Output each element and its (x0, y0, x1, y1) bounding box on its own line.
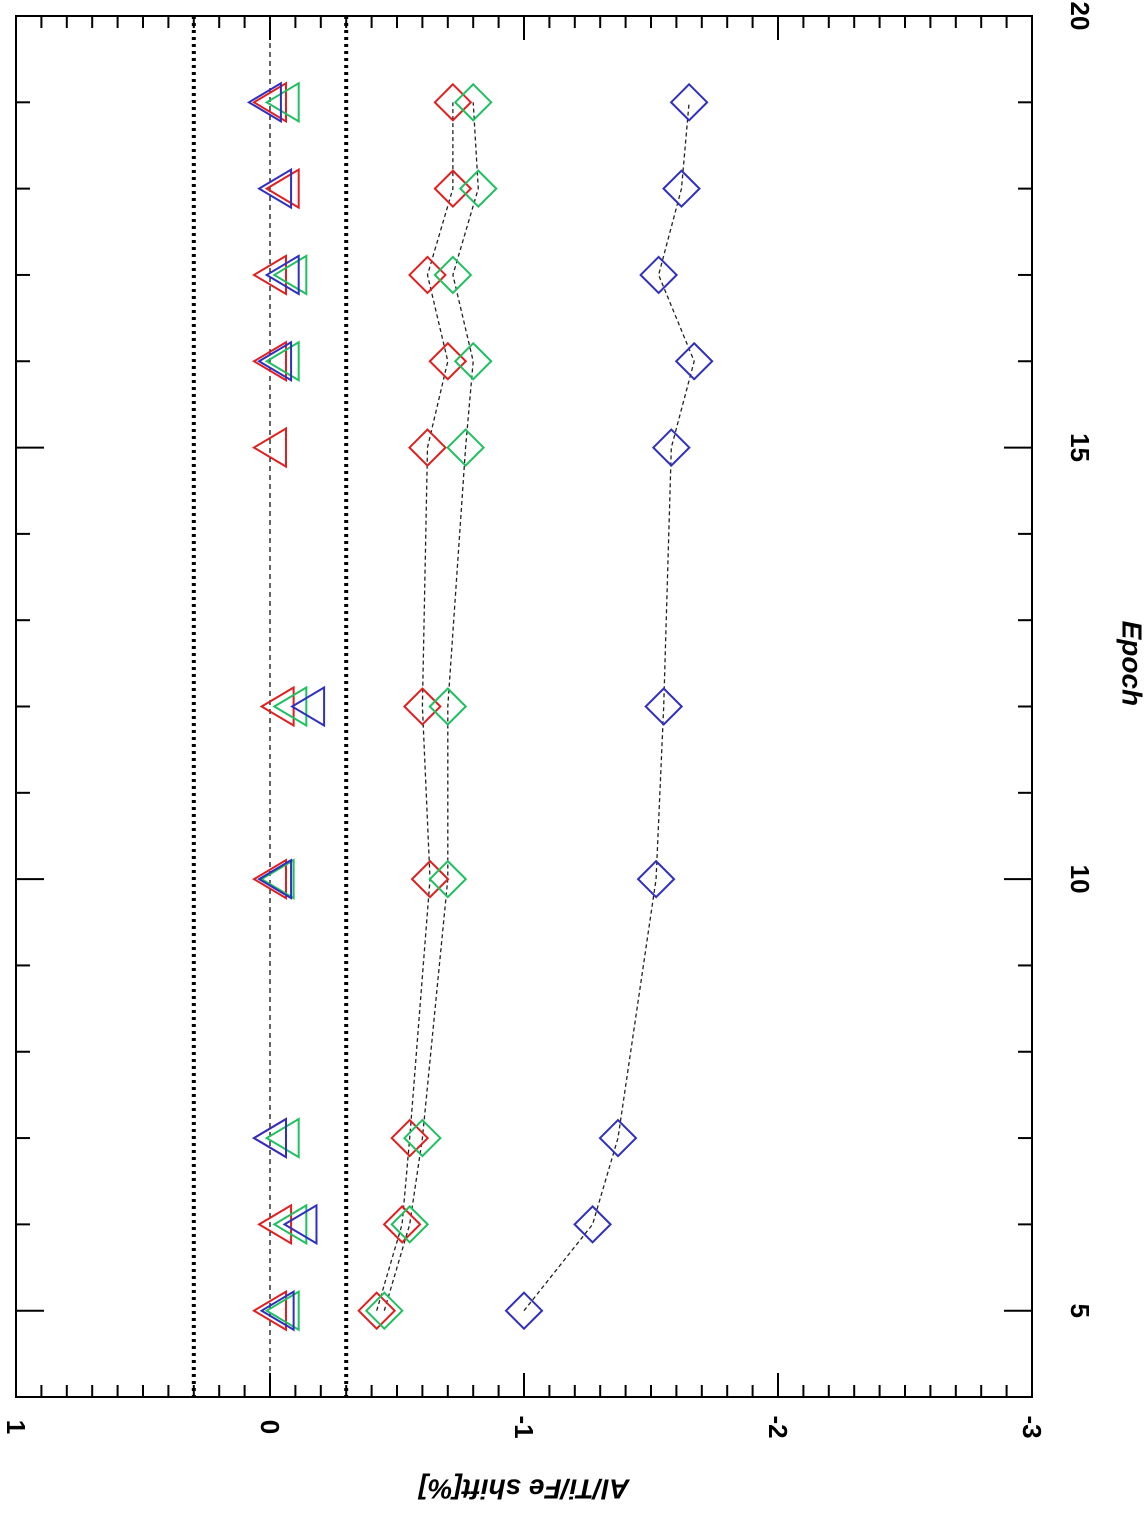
series-5-point (573, 1204, 612, 1244)
series-1-point (264, 1289, 300, 1332)
series-0-point (259, 685, 295, 728)
series-0-point (252, 81, 287, 124)
series-4-point (446, 428, 485, 467)
series-0-point (252, 340, 287, 383)
series-4-point (390, 1204, 430, 1244)
series-0-point (264, 167, 300, 210)
y-tick-label: 0 (255, 1420, 285, 1434)
series-3-point (357, 1291, 397, 1331)
series-3-point (390, 1118, 430, 1158)
series-4-point (453, 82, 493, 122)
series-4-line (383, 102, 479, 1311)
x-tick-label: 20 (1065, 2, 1095, 31)
series-5-point (639, 255, 679, 295)
series-5-point (504, 1291, 544, 1331)
series-5-point (644, 687, 684, 726)
y-axis-label: Al/Ti/Fe shift[%] (417, 1474, 631, 1505)
series-5-point (669, 82, 709, 122)
series-0-point (257, 1203, 293, 1246)
series-4-point (402, 1118, 442, 1158)
series-4-point (428, 859, 468, 899)
series-1-point (259, 858, 295, 900)
series-3-point (410, 859, 450, 899)
reference-lines (191, 16, 349, 1397)
series-markers (246, 81, 714, 1332)
series-3-point (433, 82, 473, 122)
x-tick-label: 10 (1065, 865, 1095, 894)
series-4-point (453, 341, 493, 381)
series-2-point (282, 1203, 318, 1246)
series-5-point (636, 859, 676, 899)
x-tick-label: 15 (1065, 433, 1095, 462)
series-1-point (272, 1203, 308, 1246)
series-2-point (252, 1117, 287, 1159)
series-1-point (264, 340, 300, 383)
series-2-point (257, 167, 293, 210)
y-tick-label: 1 (1, 1420, 31, 1434)
series-3-point (428, 341, 468, 381)
y-tick-label: -1 (509, 1415, 539, 1438)
series-5-point (598, 1118, 638, 1158)
series-5-point (674, 341, 714, 381)
y-tick-label: -2 (763, 1415, 793, 1438)
series-0-point (252, 858, 287, 900)
series-5-line (523, 102, 695, 1312)
series-1-point (264, 1117, 300, 1159)
series-2-point (246, 81, 282, 124)
series-1-point (272, 685, 308, 728)
plot-frame (15, 15, 1033, 1398)
series-2-point (257, 340, 293, 383)
x-tick-label: 5 (1065, 1303, 1095, 1317)
series-4-point (433, 255, 473, 295)
series-2-point (259, 1289, 295, 1332)
series-4-point (364, 1291, 404, 1331)
series-5-point (662, 169, 701, 209)
series-0-point (252, 426, 287, 469)
series-3-point (382, 1204, 422, 1244)
axis-ticks (15, 15, 1033, 1398)
series-0-point (252, 254, 287, 296)
series-3-line (376, 102, 454, 1311)
series-1-point (264, 81, 300, 124)
series-3-point (408, 428, 447, 467)
series-4-point (428, 687, 468, 726)
series-5-point (651, 428, 691, 467)
x-axis-label: Epoch (1117, 621, 1148, 707)
series-2-point (290, 685, 326, 728)
series-1-point (272, 254, 308, 296)
series-2-point (257, 858, 293, 900)
series-2-point (264, 254, 300, 296)
series-4-point (458, 169, 498, 209)
y-tick-label: -3 (1017, 1415, 1047, 1438)
series-lines (376, 102, 695, 1312)
series-0-point (252, 1289, 287, 1332)
